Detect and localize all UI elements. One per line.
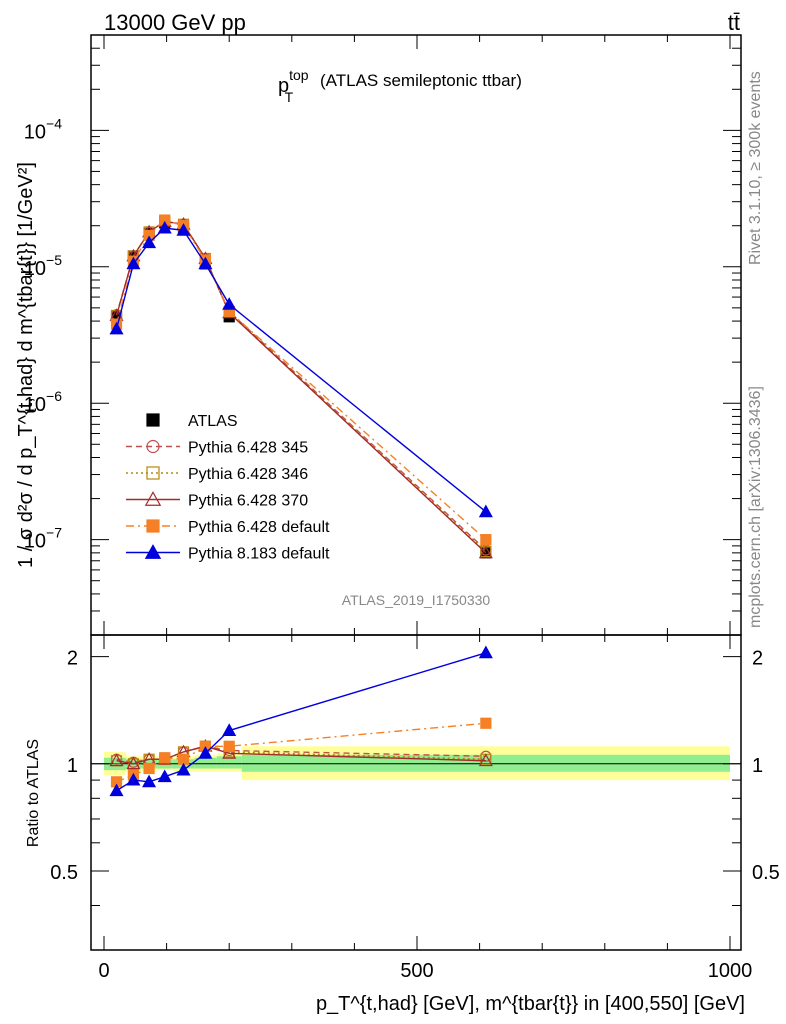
- ratio-y-tick-label-right: 0.5: [752, 862, 780, 884]
- x-tick-label: 1000: [708, 960, 753, 982]
- legend-item-pythia-8-183-default: Pythia 8.183 default: [126, 544, 330, 563]
- rivet-label: Rivet 3.1.10, ≥ 300k events: [747, 71, 764, 265]
- legend-marker: [146, 413, 160, 427]
- legend-marker: [146, 519, 160, 533]
- legend-label: Pythia 6.428 345: [188, 440, 308, 457]
- inner-band: [216, 756, 242, 769]
- main-y-tick-exp: −7: [46, 525, 62, 541]
- header-left: 13000 GeV pp: [104, 10, 246, 35]
- ratio-y-tick-label-right: 1: [752, 755, 763, 777]
- main-y-axis-label: 1 / σ d²σ / d p_T^{t,had} d m^{tbar{t}} …: [15, 162, 37, 568]
- ratio-point: [143, 762, 155, 775]
- main-line-pythia-6-428-default: [115, 219, 487, 541]
- ratio-point: [198, 746, 213, 759]
- main-y-tick-exp: −4: [46, 115, 62, 131]
- ratio-y-tick-label-left: 2: [67, 648, 78, 670]
- legend-marker: [146, 439, 160, 454]
- main-point: [157, 220, 172, 234]
- main-y-tick-exp: −6: [46, 388, 62, 404]
- x-axis-label: p_T^{t,had} [GeV], m^{tbar{t}} in [400,5…: [316, 993, 745, 1015]
- legend-marker: [144, 491, 162, 506]
- title-sub: T: [285, 89, 294, 105]
- main-y-tick-label: 10−6: [24, 388, 62, 416]
- ratio-series-pythia-8-183-default: [109, 645, 493, 797]
- main-y-tick-base: 10: [24, 394, 46, 416]
- ratio-point: [480, 717, 492, 729]
- analysis-watermark: ATLAS_2019_I1750330: [342, 592, 491, 608]
- ratio-point: [176, 762, 191, 776]
- legend-marker: [146, 466, 160, 480]
- inner-band: [241, 754, 730, 772]
- main-y-tick-label: 10−5: [24, 252, 62, 280]
- chart-title: ptop T: [278, 67, 309, 105]
- main-y-tick-label: 10−7: [24, 525, 62, 553]
- ratio-y-ticks: 0.5 0.5 1 1 2 2: [50, 648, 780, 907]
- legend-label: ATLAS: [188, 413, 238, 430]
- ratio-x-ticks: 0 500 1000: [98, 635, 752, 982]
- x-tick-label: 0: [98, 960, 109, 982]
- main-line-pythia-8-183-default: [115, 227, 487, 513]
- inner-band: [194, 757, 217, 769]
- main-point: [478, 545, 493, 559]
- legend-item-pythia-6-428-default: Pythia 6.428 default: [126, 519, 330, 536]
- main-point: [478, 504, 493, 518]
- legend: ATLAS Pythia 6.428 345 Pythia 6.428 346 Pyt…: [126, 413, 330, 563]
- ratio-series: [109, 645, 493, 797]
- ratio-point: [478, 645, 493, 659]
- main-point: [126, 256, 141, 270]
- main-y-tick-exp: −5: [46, 252, 62, 268]
- header-right: tt̄: [728, 10, 740, 35]
- ratio-y-axis-label: Ratio to ATLAS: [25, 739, 42, 847]
- title-sup: top: [289, 67, 309, 83]
- ratio-uncertainty-bands: [91, 746, 741, 781]
- main-point: [142, 235, 157, 249]
- legend-label: Pythia 6.428 346: [188, 466, 308, 483]
- ratio-panel: 0.5 0.5 1 1 2 2 0 500 1000 Ratio to ATLAS p_T^{…: [25, 634, 780, 1015]
- ratio-point: [126, 772, 141, 786]
- main-y-tick-label: 10−4: [24, 115, 62, 143]
- main-point: [222, 297, 237, 310]
- ratio-point: [109, 753, 124, 767]
- ratio-plot-frame: [90, 634, 742, 951]
- main-y-ticks: 10−710−610−510−4: [24, 34, 741, 636]
- ratio-point: [109, 783, 124, 797]
- ratio-point: [126, 756, 141, 770]
- ratio-point: [177, 753, 190, 765]
- legend-label: Pythia 8.183 default: [188, 546, 330, 563]
- ratio-point: [157, 769, 172, 783]
- main-series-pythia-8-183-default: [109, 220, 493, 518]
- main-point: [198, 256, 213, 270]
- legend-item-pythia-6-428-346: Pythia 6.428 346: [126, 466, 308, 483]
- ratio-point: [159, 752, 171, 764]
- main-y-tick-base: 10: [24, 121, 46, 143]
- ratio-point: [142, 774, 157, 788]
- mcplots-label: mcplots.cern.ch [arXiv:1306.3436]: [747, 386, 764, 628]
- x-tick-label: 500: [400, 960, 433, 982]
- main-y-tick-base: 10: [24, 258, 46, 280]
- ratio-point: [478, 753, 493, 767]
- main-series: [109, 214, 493, 559]
- legend-label: Pythia 6.428 370: [188, 493, 308, 510]
- ratio-point: [223, 740, 235, 752]
- ratio-y-tick-label-left: 0.5: [50, 862, 78, 884]
- main-point: [480, 534, 492, 546]
- title-main: p: [278, 75, 289, 97]
- ratio-point: [222, 746, 237, 759]
- legend-item-atlas: ATLAS: [146, 413, 238, 430]
- main-point: [109, 321, 124, 335]
- legend-marker: [144, 544, 162, 559]
- main-point: [176, 223, 191, 236]
- legend-item-pythia-6-428-345: Pythia 6.428 345: [126, 440, 308, 457]
- main-y-tick-base: 10: [24, 531, 46, 553]
- chart-title-rest: (ATLAS semileptonic ttbar): [320, 71, 522, 90]
- legend-item-pythia-6-428-370: Pythia 6.428 370: [126, 491, 308, 510]
- ratio-y-tick-label-right: 2: [752, 648, 763, 670]
- ratio-point: [222, 723, 237, 736]
- legend-label: Pythia 6.428 default: [188, 519, 330, 536]
- main-panel: 10−710−610−510−4 ptop T (ATLAS semilepton…: [15, 34, 742, 636]
- ratio-y-tick-label-left: 1: [67, 755, 78, 777]
- main-x-ticks: [103, 35, 731, 635]
